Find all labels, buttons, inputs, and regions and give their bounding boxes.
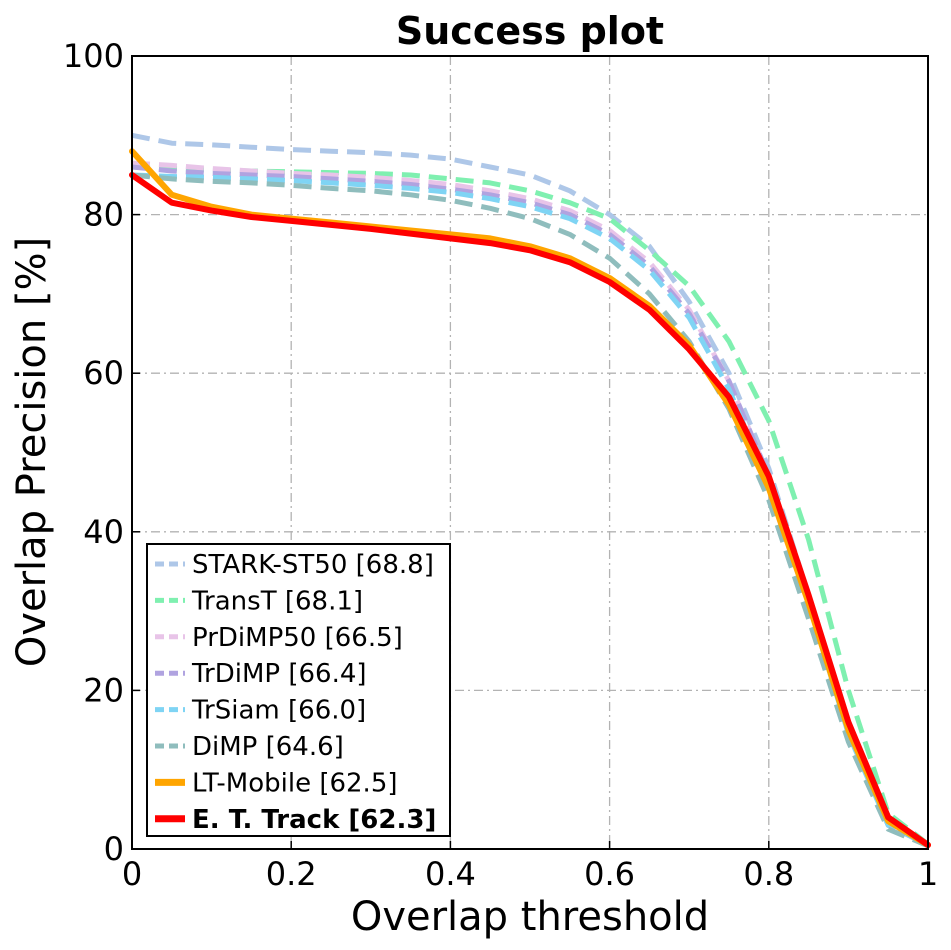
series-line-5 — [131, 172, 929, 849]
x-tick-label: 0.8 — [743, 855, 794, 893]
y-tick-label: 40 — [83, 513, 124, 551]
legend-label-3: TrDiMP [66.4] — [191, 659, 367, 689]
legend: STARK-ST50 [68.8] TransT [68.1] PrDiMP50 [… — [146, 543, 451, 837]
chart-title: Success plot — [396, 9, 664, 53]
x-tick-label: 1 — [918, 855, 938, 893]
y-tick-label: 100 — [63, 37, 124, 75]
x-tick-label: 0.6 — [584, 855, 635, 893]
y-tick-label: 60 — [83, 354, 124, 392]
x-tick-label: 0.2 — [266, 855, 317, 893]
x-tick-label: 0 — [122, 855, 142, 893]
x-tick-label: 0.4 — [425, 855, 476, 893]
series-lines — [129, 132, 931, 849]
legend-label-4: TrSiam [66.0] — [191, 696, 366, 726]
y-tick-label: 20 — [83, 671, 124, 709]
x-axis-label: Overlap threshold — [351, 894, 709, 940]
axis-ticks: 0 0.2 0.4 0.6 0.8 1 0 20 40 60 80 100 — [63, 37, 938, 893]
y-axis-label: Overlap Precision [%] — [9, 237, 55, 667]
legend-label-7: E. T. Track [62.3] — [192, 805, 436, 835]
legend-label-5: DiMP [64.6] — [192, 732, 344, 762]
legend-label-6: LT-Mobile [62.5] — [192, 768, 398, 798]
series-line-7 — [129, 172, 931, 848]
legend-label-1: TransT [68.1] — [191, 586, 363, 616]
legend-label-2: PrDiMP50 [66.5] — [192, 623, 403, 653]
legend-box — [146, 543, 451, 837]
y-tick-label: 80 — [83, 196, 124, 234]
plot-frame — [131, 55, 929, 850]
legend-label-0: STARK-ST50 [68.8] — [192, 550, 434, 580]
y-tick-label: 0 — [104, 830, 124, 868]
